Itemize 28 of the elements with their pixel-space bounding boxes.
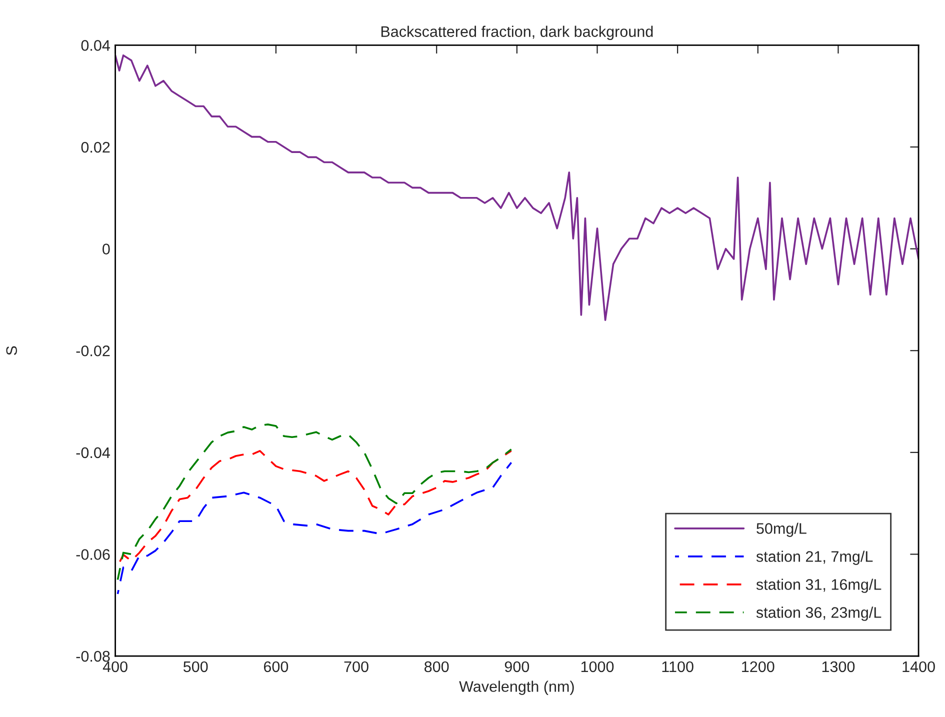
y-tick-label: 0.04 (81, 40, 110, 51)
legend-label: 50mg/L (756, 522, 806, 537)
line-series (115, 54, 919, 321)
x-tick-label: 1100 (662, 661, 694, 672)
x-axis-title: Wavelength (nm) (459, 680, 574, 695)
x-tick-label: 400 (102, 661, 128, 672)
y-tick-label: 0 (102, 244, 110, 254)
x-tick-label: 500 (183, 661, 208, 672)
y-tick-label: -0.08 (76, 650, 110, 662)
chart-title: Backscattered fraction, dark background (381, 26, 653, 40)
legend-label: station 36, 23mg/L (756, 606, 882, 621)
legend-label: station 21, 7mg/L (756, 550, 873, 565)
y-tick-label: 0.02 (81, 142, 110, 153)
y-tick-label: -0.06 (76, 549, 110, 560)
line-series (116, 462, 512, 595)
x-tick-label: 1300 (822, 661, 855, 672)
line-series (116, 424, 512, 581)
x-tick-label: 1400 (902, 661, 935, 672)
y-tick-label: -0.04 (76, 447, 110, 458)
x-tick-label: 700 (344, 661, 368, 672)
x-tick-label: 800 (424, 661, 449, 672)
x-tick-label: 900 (504, 661, 530, 672)
x-tick-label: 600 (264, 661, 288, 672)
x-tick-label: 1200 (742, 661, 774, 672)
legend-label: station 31, 16mg/L (756, 578, 882, 593)
y-tick-label: -0.02 (76, 345, 110, 356)
y-axis-title: S (6, 346, 18, 356)
x-tick-label: 1000 (581, 661, 614, 672)
